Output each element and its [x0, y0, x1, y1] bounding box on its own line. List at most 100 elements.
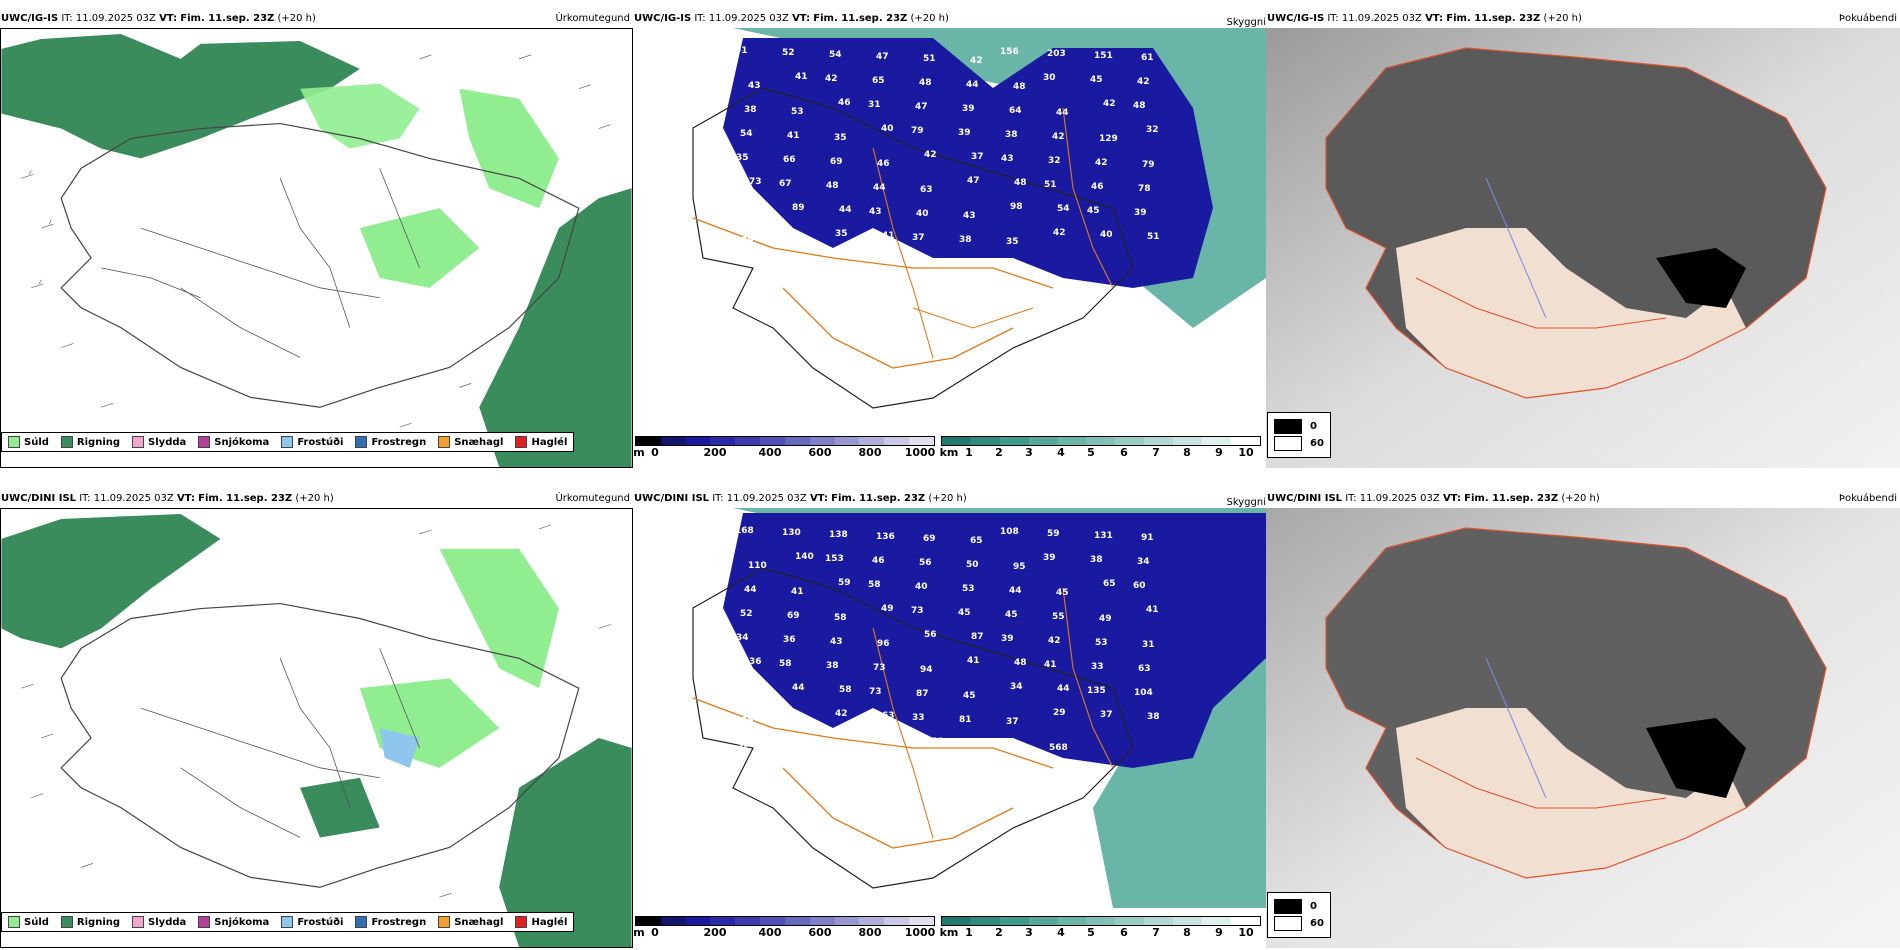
ceiling-label: 56: [919, 558, 932, 568]
colorbar-segment: [660, 917, 686, 925]
ceiling-label: 98: [1010, 202, 1023, 212]
legend-item: Snjókoma: [198, 916, 269, 928]
ceiling-label: 116: [878, 735, 897, 745]
ceiling-label: 80: [831, 744, 844, 754]
ceiling-label: 108: [1000, 527, 1019, 537]
colorbar-segment: [735, 437, 761, 445]
ceiling-label: 73: [869, 687, 882, 697]
fog-legend: 0 60: [1267, 412, 1331, 458]
colorbar-segment: [1086, 437, 1116, 445]
ceiling-label: 51: [1044, 180, 1057, 190]
ceiling-label: 38: [745, 212, 758, 222]
legend-item: 60: [1274, 436, 1324, 451]
ceiling-label: 43: [1001, 154, 1014, 164]
legend-item: Snæhagl: [438, 916, 503, 928]
colorbar-segment: [999, 917, 1029, 925]
legend-item: Frostregn: [355, 916, 426, 928]
legend-item: Snjókoma: [198, 436, 269, 448]
ceiling-label: 38: [826, 661, 839, 671]
colorbar-segment: [909, 917, 934, 925]
colorbar-segment: [685, 437, 711, 445]
ceiling-label: 54: [829, 50, 842, 60]
colorbar-tick: 3: [1025, 446, 1033, 459]
ceiling-colorbar-strip: [635, 436, 935, 446]
ceiling-label: 48: [1133, 101, 1146, 111]
legend-item: Haglél: [515, 916, 567, 928]
ceiling-label: 52: [740, 609, 753, 619]
ceiling-label: 44: [1009, 586, 1022, 596]
ceiling-label: 35: [736, 153, 749, 163]
legend-item: Frostúði: [281, 436, 343, 448]
ceiling-label: 39: [741, 236, 754, 246]
colorbar-tick: 1000: [904, 446, 936, 459]
colorbar-segment: [710, 437, 736, 445]
colorbar-segment: [1115, 917, 1145, 925]
colorbar-segment: [1173, 437, 1203, 445]
ceiling-label: 33: [912, 713, 925, 723]
ceiling-label: 46: [872, 556, 885, 566]
visibility-colorbar: km 1 2 3 4 5 6 7 8 9 10: [940, 916, 1261, 940]
ceiling-label: 44: [1056, 108, 1069, 118]
legend-item: Súld: [8, 916, 49, 928]
colorbar-tick: 6: [1120, 926, 1128, 939]
ceiling-label: 73: [873, 663, 886, 673]
colorbar-segment: [1115, 437, 1145, 445]
colorbar-tick: 4: [1057, 926, 1065, 939]
swatch: [198, 436, 211, 448]
colorbar-segment: [834, 437, 860, 445]
legend-item: 60: [1274, 916, 1324, 931]
ceiling-label: 59: [1047, 529, 1060, 539]
swatch: [355, 916, 368, 928]
colorbar-segment: [1057, 917, 1087, 925]
ceiling-label: 63: [1138, 664, 1151, 674]
colorbar-tick: 5: [1087, 926, 1095, 939]
ceiling-label: 29: [1053, 708, 1066, 718]
ceiling-label: 65: [872, 76, 885, 86]
ceiling-label: 65: [1103, 579, 1116, 589]
ceiling-label: 53: [962, 584, 975, 594]
ceiling-label: 41: [882, 231, 895, 241]
swatch: [60, 436, 73, 448]
ceiling-label: 37: [912, 233, 925, 243]
ceiling-label: 96: [877, 639, 890, 649]
colorbar-segment: [1231, 437, 1260, 445]
colorbar-tick: 1: [965, 926, 973, 939]
precip-legend: Súld Rigning Slydda Snjókoma Frostúði Fr…: [1, 912, 575, 932]
ceiling-label: 43: [830, 637, 843, 647]
ceiling-label: 42: [1053, 228, 1066, 238]
colorbar-tick: 0: [651, 446, 659, 459]
ceiling-label: 49: [881, 604, 894, 614]
ceiling-label: 59: [838, 578, 851, 588]
panel-header: UWC/DINI ISL IT: 11.09.2025 03Z VT: Fim.…: [634, 493, 967, 504]
ceiling-label: 153: [825, 554, 844, 564]
ceiling-label: 81: [959, 715, 972, 725]
ceiling-label: 91: [735, 46, 748, 56]
swatch: [438, 916, 451, 928]
panel-title: Skyggni: [1226, 17, 1266, 28]
ceiling-label: 135: [1087, 686, 1106, 696]
colorbar-segment: [859, 917, 885, 925]
ceiling-label: 78: [1138, 184, 1151, 194]
ceiling-label: 73: [911, 606, 924, 616]
ceiling-label: 44: [839, 205, 852, 215]
ceiling-label: 38: [744, 105, 757, 115]
ceiling-label: 44: [744, 585, 757, 595]
ceiling-label: 54: [740, 129, 753, 139]
colorbar-tick: 7: [1152, 926, 1160, 939]
ceiling-label: 129: [1099, 134, 1118, 144]
ceiling-label: 42: [1095, 158, 1108, 168]
colorbar-tick: 4: [1057, 446, 1065, 459]
colorbar-segment: [636, 437, 661, 445]
ceiling-label: 41: [791, 587, 804, 597]
ceiling-label: 110: [748, 561, 767, 571]
ceiling-label: 63: [920, 185, 933, 195]
ceiling-colorbar: m 0 200 400 600 800 1000: [633, 436, 936, 460]
ceiling-label: 136: [876, 532, 895, 542]
ceiling-label: 69: [923, 534, 936, 544]
ceiling-label: 95: [1013, 562, 1026, 572]
colorbar-tick: 10: [1238, 926, 1254, 939]
ceiling-label: 32: [1048, 156, 1061, 166]
ceiling-label: 63: [882, 711, 895, 721]
ceiling-label: 48: [1013, 82, 1026, 92]
colorbar-tick: 2: [995, 446, 1003, 459]
